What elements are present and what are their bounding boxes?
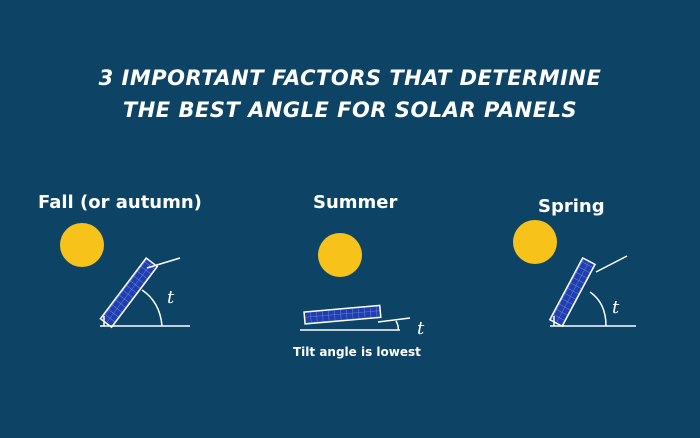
summer-sun-icon: [318, 233, 362, 277]
spring-solar-panel-icon: [548, 255, 636, 328]
summer-caption: Tilt angle is lowest: [293, 345, 421, 359]
title-line-2: THE BEST ANGLE FOR SOLAR PANELS: [122, 98, 578, 122]
page-title: 3 IMPORTANT FACTORS THAT DETERMINE THE B…: [0, 62, 700, 126]
summer-solar-panel-icon: [300, 304, 411, 331]
fall-solar-panel-icon: [99, 257, 190, 329]
spring-angle-label: t: [612, 297, 620, 318]
fall-angle-label: t: [167, 287, 175, 308]
season-label-fall: Fall (or autumn): [38, 192, 202, 213]
summer-scene: [300, 233, 411, 331]
title-line-1: 3 IMPORTANT FACTORS THAT DETERMINE: [98, 66, 602, 90]
fall-scene: [60, 223, 190, 329]
fall-sun-icon: [60, 223, 104, 267]
season-label-summer: Summer: [313, 192, 398, 213]
spring-scene: [513, 220, 636, 328]
summer-angle-label: t: [417, 318, 425, 339]
spring-sun-icon: [513, 220, 557, 264]
season-label-spring: Spring: [538, 196, 605, 217]
